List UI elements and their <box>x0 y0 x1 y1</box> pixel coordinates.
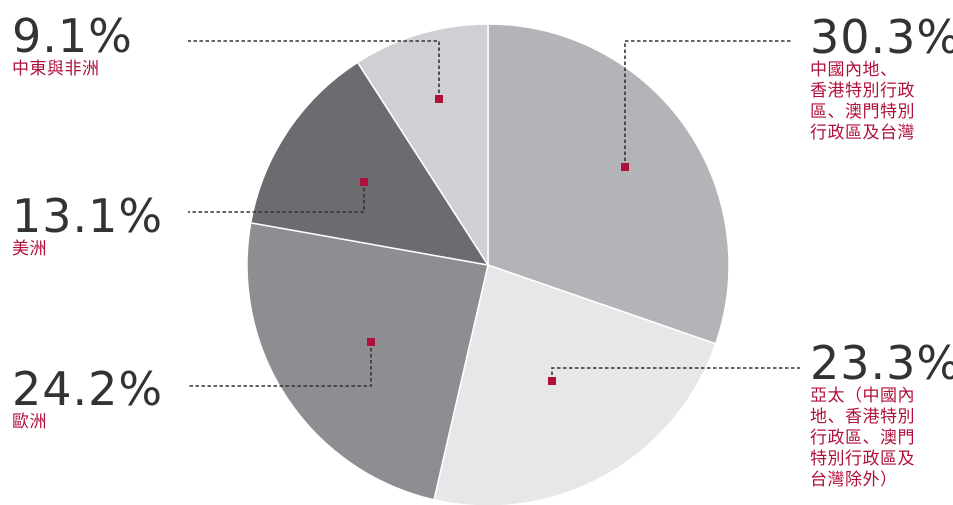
category-label: 美洲 <box>12 239 47 259</box>
pie-slice <box>249 61 490 267</box>
pie-slice <box>246 221 489 501</box>
pie-slices <box>246 23 730 505</box>
slice-marker <box>435 95 443 103</box>
label-americas: 13.1% 美洲 <box>12 193 163 260</box>
pie-slice <box>356 23 489 268</box>
pie-slice <box>433 264 717 505</box>
percent-label: 23.3% <box>810 336 953 390</box>
label-china-hk-macau-taiwan: 30.3% 中國內地、 香港特別行政 區、澳門特別 行政區及台灣 <box>810 14 953 144</box>
category-label: 亞太（中國內 地、香港特別 行政區、澳門 特別行政區及 台灣除外） <box>810 386 915 490</box>
leader-line <box>188 342 372 387</box>
slice-marker <box>367 338 375 346</box>
leader-lines <box>188 40 800 387</box>
percent-label: 13.1% <box>12 189 164 243</box>
label-asia-pacific: 23.3% 亞太（中國內 地、香港特別 行政區、澳門 特別行政區及 台灣除外） <box>810 340 953 491</box>
label-middle-east-africa: 9.1% 中東與非洲 <box>12 13 133 80</box>
category-label: 中國內地、 香港特別行政 區、澳門特別 行政區及台灣 <box>810 60 915 143</box>
leader-line <box>624 40 793 167</box>
leader-line <box>551 367 800 381</box>
slice-marker <box>621 163 629 171</box>
label-europe: 24.2% 歐洲 <box>12 366 163 433</box>
percent-label: 30.3% <box>810 10 953 64</box>
category-label: 中東與非洲 <box>12 59 100 79</box>
slice-marker <box>360 178 368 186</box>
pie-slice <box>487 23 730 345</box>
slice-marker <box>548 377 556 385</box>
percent-label: 9.1% <box>12 9 133 63</box>
leader-line <box>188 182 365 213</box>
percent-label: 24.2% <box>12 362 164 416</box>
category-label: 歐洲 <box>12 412 47 432</box>
leader-line <box>188 40 440 99</box>
